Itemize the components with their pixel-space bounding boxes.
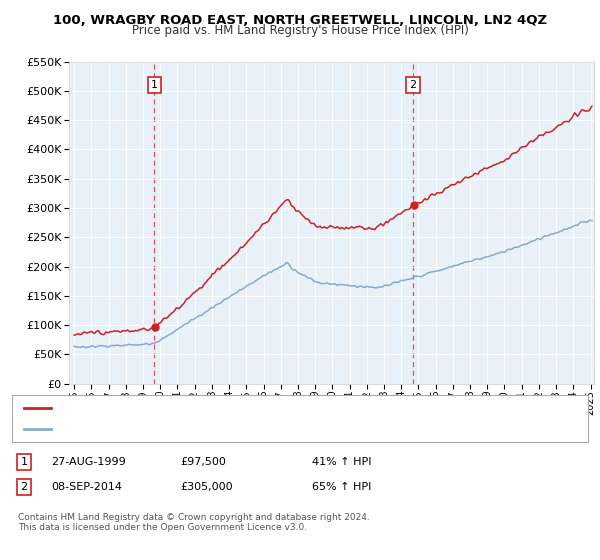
Text: 08-SEP-2014: 08-SEP-2014	[51, 482, 122, 492]
Text: 100, WRAGBY ROAD EAST, NORTH GREETWELL, LINCOLN, LN2 4QZ: 100, WRAGBY ROAD EAST, NORTH GREETWELL, …	[53, 14, 547, 27]
Text: 100, WRAGBY ROAD EAST, NORTH GREETWELL, LINCOLN, LN2 4QZ (detached house): 100, WRAGBY ROAD EAST, NORTH GREETWELL, …	[54, 403, 497, 413]
Text: 65% ↑ HPI: 65% ↑ HPI	[312, 482, 371, 492]
Text: 1: 1	[151, 80, 158, 90]
Text: £97,500: £97,500	[180, 457, 226, 467]
Text: HPI: Average price, detached house, West Lindsey: HPI: Average price, detached house, West…	[54, 424, 316, 434]
Text: 41% ↑ HPI: 41% ↑ HPI	[312, 457, 371, 467]
Text: 27-AUG-1999: 27-AUG-1999	[51, 457, 126, 467]
Text: £305,000: £305,000	[180, 482, 233, 492]
Text: 2: 2	[20, 482, 28, 492]
Text: 1: 1	[20, 457, 28, 467]
Text: Contains HM Land Registry data © Crown copyright and database right 2024.: Contains HM Land Registry data © Crown c…	[18, 513, 370, 522]
Text: This data is licensed under the Open Government Licence v3.0.: This data is licensed under the Open Gov…	[18, 523, 307, 532]
Text: 2: 2	[410, 80, 416, 90]
Text: Price paid vs. HM Land Registry's House Price Index (HPI): Price paid vs. HM Land Registry's House …	[131, 24, 469, 37]
